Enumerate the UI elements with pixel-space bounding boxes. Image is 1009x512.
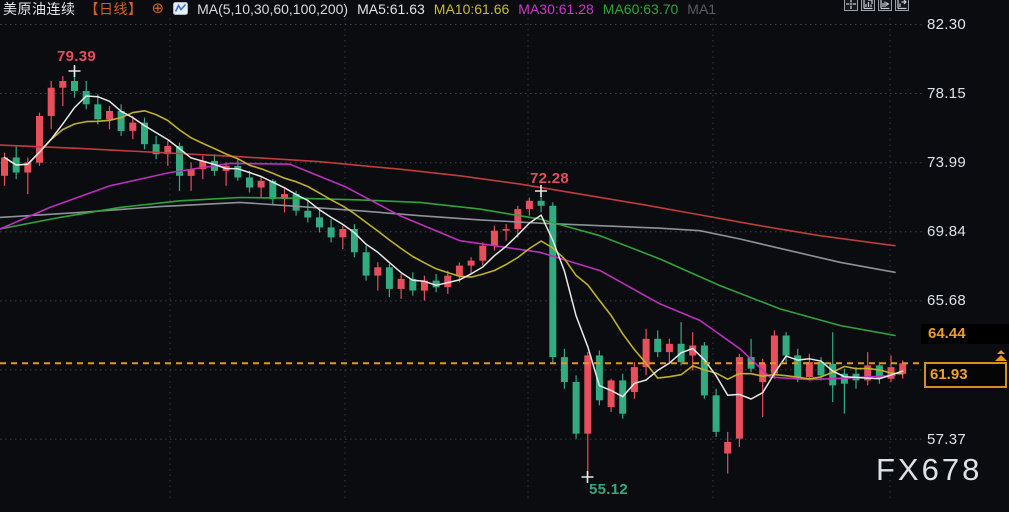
panel-play-icon[interactable]	[878, 0, 892, 11]
ma10-value: MA10:61.66	[433, 0, 510, 17]
price-annotation: 55.12	[589, 481, 629, 498]
price-annotation: 79.39	[57, 48, 97, 65]
panel-indicator-icon[interactable]	[861, 0, 875, 11]
ma-settings-label[interactable]: MA(5,10,30,60,100,200)	[197, 0, 349, 17]
axis-label: 65.68	[927, 292, 967, 309]
ma60-value: MA60:63.70	[602, 0, 679, 17]
ma100-value-truncated: MA1	[687, 0, 717, 17]
add-compare-icon[interactable]: ⊕	[151, 0, 165, 17]
chart-toolbar	[844, 0, 909, 11]
axis-label: 78.15	[927, 85, 967, 102]
price-annotation: 72.28	[530, 170, 570, 187]
axis-label: 57.37	[927, 431, 967, 448]
axis-label: 73.99	[927, 154, 967, 171]
symbol-name: 美原油连续	[3, 0, 76, 17]
panel-export-icon[interactable]	[895, 0, 909, 11]
axis-label: 82.30	[927, 16, 967, 33]
last-price-tag: 61.93	[924, 362, 1007, 388]
period-label[interactable]: 【日线】	[84, 0, 143, 17]
axis-label: 69.84	[927, 223, 967, 240]
price-direction-arrows-icon	[994, 350, 1008, 363]
ma30-value: MA30:61.28	[518, 0, 594, 17]
chart-header: 美原油连续 【日线】 ⊕ MA(5,10,30,60,100,200) MA5:61…	[3, 0, 716, 17]
settlement-price-tag: 64.44	[921, 324, 1009, 344]
fx678-watermark: FX678	[876, 452, 983, 487]
crosshair-icon[interactable]	[844, 0, 858, 11]
kline-style-icon[interactable]	[173, 2, 189, 15]
ma5-value: MA5:61.63	[357, 0, 425, 17]
